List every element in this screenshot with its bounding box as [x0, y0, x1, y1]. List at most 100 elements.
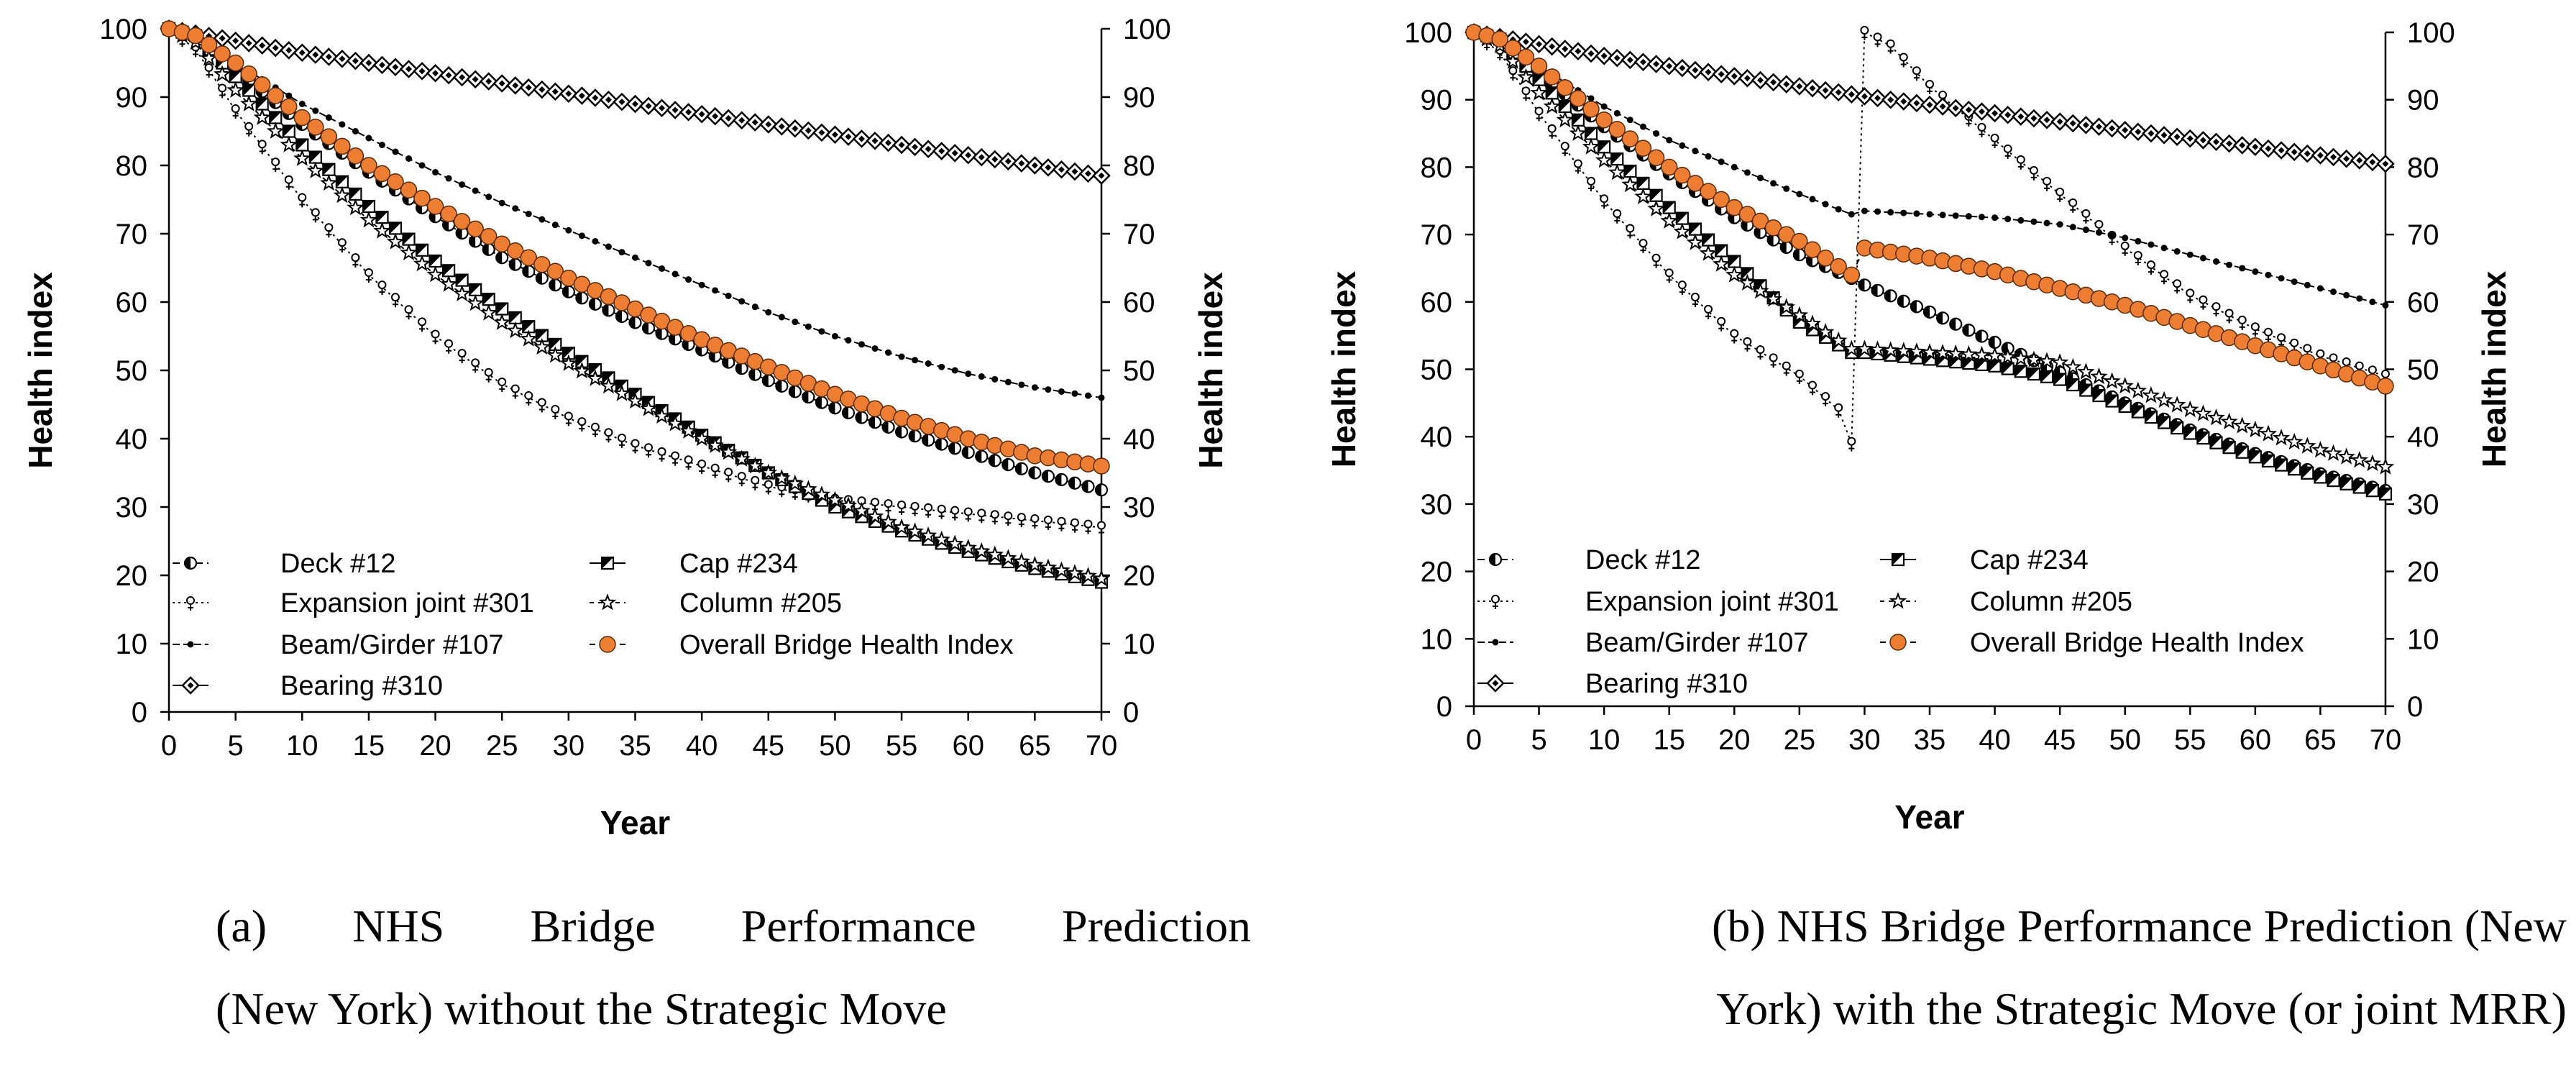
- legend-label: Column #205: [1970, 587, 2132, 617]
- data-point: [1595, 111, 1613, 129]
- data-point: [684, 455, 693, 470]
- data-point: [255, 97, 269, 111]
- data-point: [1907, 93, 1926, 113]
- data-point: [1817, 250, 1834, 267]
- data-point: [1713, 191, 1730, 209]
- y2-tick-label: 70: [2407, 219, 2439, 251]
- data-point: [1699, 63, 1718, 82]
- legend-marker: [1492, 639, 1499, 646]
- data-point: [1946, 99, 1965, 118]
- legend-marker: [1889, 592, 1907, 609]
- data-point: [1028, 466, 1042, 480]
- data-point: [2016, 155, 2025, 170]
- data-point: [484, 367, 493, 383]
- data-point: [2142, 124, 2160, 143]
- data-point: [1946, 344, 1965, 362]
- data-point: [990, 510, 999, 525]
- data-point: [839, 496, 858, 513]
- data-point: [1582, 137, 1600, 155]
- data-point: [1899, 52, 1908, 68]
- data-point: [535, 329, 549, 342]
- data-point: [925, 360, 932, 367]
- data-point: [1920, 95, 1939, 114]
- data-point: [1556, 40, 1575, 58]
- x-tick-label: 55: [2174, 724, 2206, 756]
- data-point: [2224, 309, 2234, 324]
- data-point: [334, 137, 351, 155]
- data-point: [508, 257, 522, 271]
- data-point: [626, 391, 644, 409]
- data-point: [692, 429, 711, 447]
- data-point: [2043, 219, 2050, 227]
- data-point: [1949, 317, 1963, 331]
- y2-tick-label: 60: [2407, 287, 2439, 319]
- data-point: [1639, 123, 1646, 130]
- data-point: [280, 135, 298, 152]
- data-point: [1569, 124, 1587, 141]
- series-line: [168, 28, 1102, 398]
- data-point: [469, 283, 482, 296]
- data-point: [413, 254, 431, 272]
- data-point: [1809, 196, 1816, 203]
- data-point: [618, 249, 625, 256]
- data-point: [746, 457, 764, 474]
- data-point: [897, 501, 907, 515]
- data-point: [1900, 209, 1907, 216]
- data-point: [761, 374, 775, 388]
- y-tick-label: 90: [116, 82, 148, 114]
- data-point: [1598, 140, 1611, 154]
- data-point: [1621, 50, 1640, 70]
- series-dot: [165, 25, 1105, 401]
- data-point: [2038, 111, 2056, 129]
- legend-label: Column #205: [679, 588, 842, 618]
- data-point: [1795, 369, 1804, 384]
- x-tick-label: 65: [1019, 730, 1051, 762]
- data-point: [428, 254, 442, 268]
- caption-a-line-2: (New York) without the Strategic Move: [216, 983, 947, 1034]
- data-point: [2232, 136, 2252, 155]
- data-point: [320, 128, 338, 145]
- data-point: [999, 152, 1018, 171]
- data-point: [2369, 298, 2376, 306]
- data-point: [520, 329, 538, 347]
- data-point: [2235, 445, 2249, 459]
- data-point: [2186, 251, 2194, 258]
- data-point: [1830, 257, 1847, 275]
- data-point: [759, 115, 778, 134]
- data-point: [445, 175, 452, 182]
- data-point: [400, 243, 418, 261]
- y-tick-label: 30: [1421, 489, 1453, 521]
- caption-b-line-1: (b) NHS Bridge Performance Prediction (N…: [1712, 900, 2567, 951]
- data-point: [1907, 342, 1926, 360]
- x-tick-label: 55: [886, 730, 918, 762]
- data-point: [512, 205, 519, 212]
- data-point: [347, 147, 365, 165]
- data-point: [2081, 209, 2091, 224]
- data-point: [1912, 66, 1921, 81]
- data-point: [1933, 97, 1952, 116]
- data-point: [1012, 154, 1031, 173]
- data-point: [2311, 146, 2330, 165]
- data-point: [359, 211, 378, 228]
- data-point: [392, 148, 399, 155]
- data-point: [280, 98, 298, 116]
- data-point: [644, 443, 654, 458]
- x-tick-label: 10: [1588, 724, 1621, 756]
- data-point: [1071, 390, 1078, 397]
- data-point: [525, 210, 532, 217]
- data-point: [431, 329, 440, 344]
- data-point: [498, 199, 505, 206]
- data-point: [282, 124, 295, 138]
- data-point: [2304, 281, 2311, 288]
- data-point: [333, 50, 352, 68]
- data-point: [1791, 232, 1808, 250]
- y2-tick-label: 80: [1123, 150, 1155, 182]
- data-point: [1881, 90, 1900, 109]
- data-point: [1058, 388, 1065, 395]
- data-point: [1001, 457, 1015, 472]
- data-point: [533, 337, 551, 355]
- data-point: [1988, 359, 2002, 373]
- data-point: [2213, 258, 2220, 265]
- data-point: [1065, 162, 1084, 181]
- data-point: [1700, 183, 1717, 200]
